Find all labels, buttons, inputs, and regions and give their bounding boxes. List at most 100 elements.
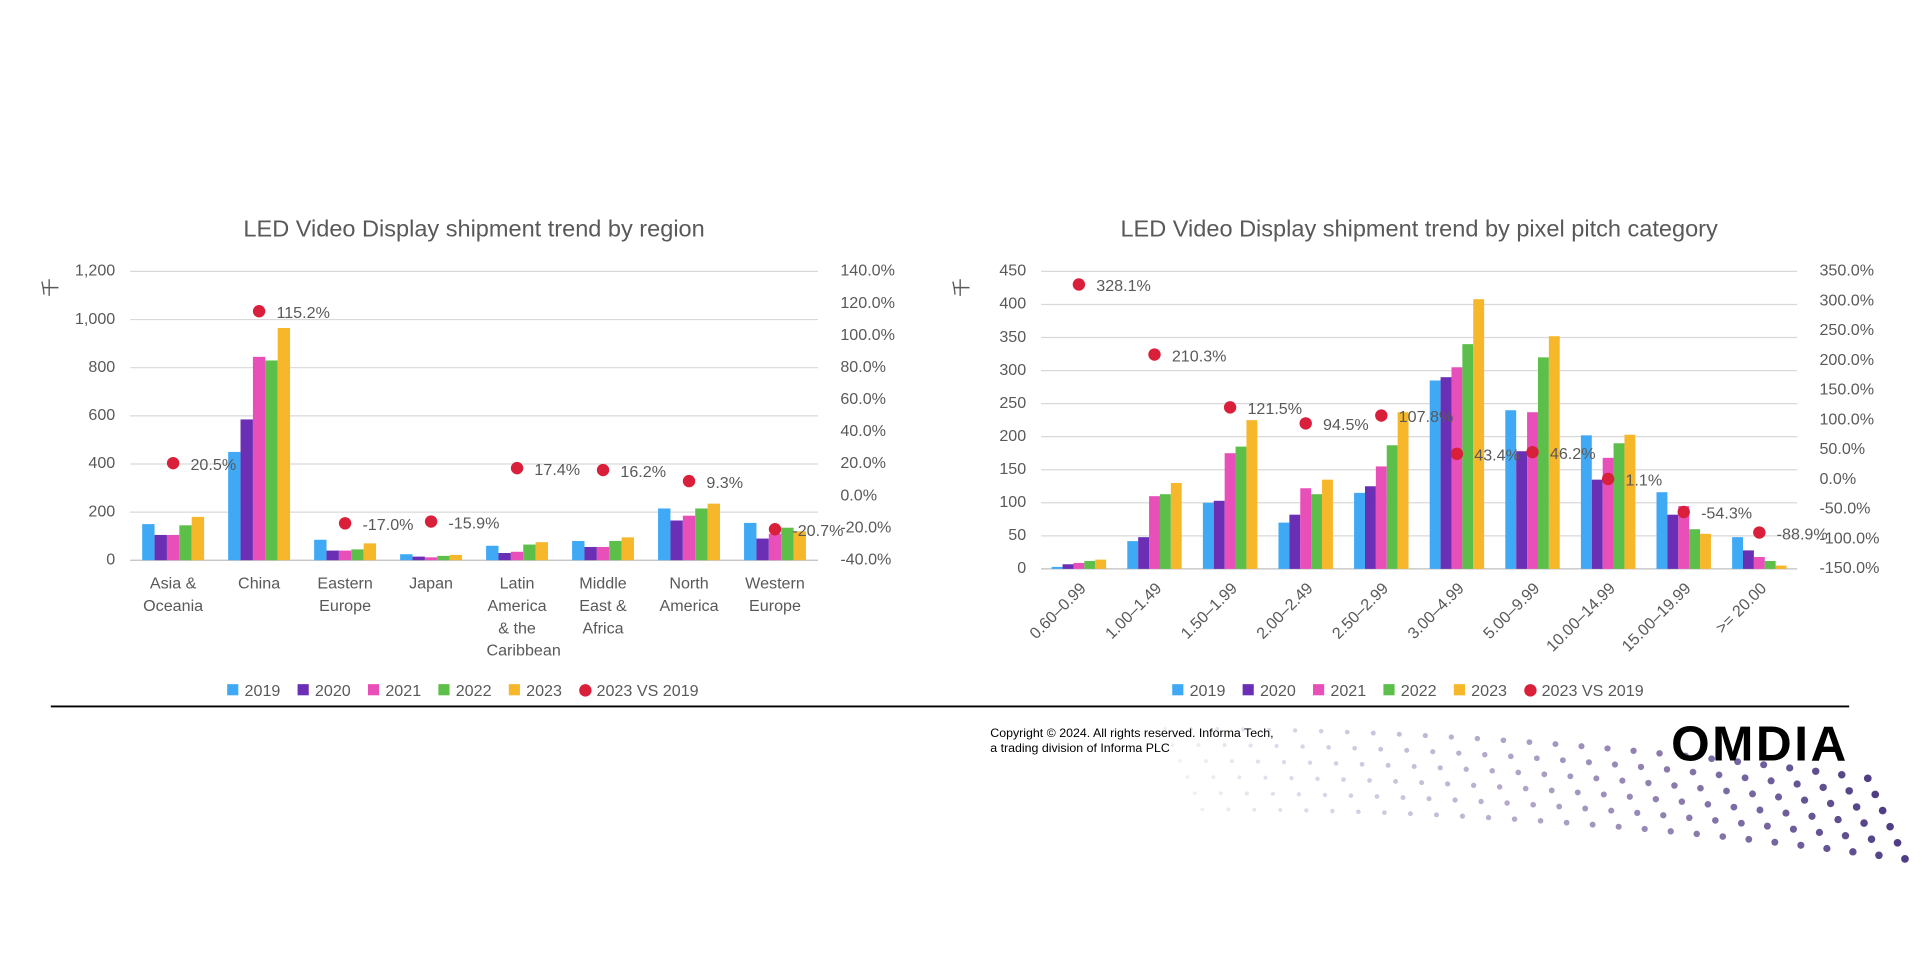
decoration-dot [1437,765,1443,771]
decoration-dot [1589,821,1596,828]
decoration-dot [1263,775,1268,780]
bar [424,557,438,561]
decoration-dot [1422,732,1428,739]
decoration-dot [1619,777,1626,784]
bar [707,503,720,561]
x-tick-label: 1.00–1.49 [1102,579,1165,642]
value-label: 43.4% [1474,447,1520,465]
bar [1742,550,1754,569]
legend-swatch [227,684,239,696]
decoration-dot [1396,731,1402,737]
dot [424,515,438,528]
value-label: 121.5% [1247,400,1302,418]
value-label: 94.5% [1323,416,1369,434]
decoration-dot [1244,791,1249,796]
bar [1289,514,1301,569]
decoration-dot [1504,800,1510,806]
decoration-dot [1719,833,1727,840]
decoration-dot [1834,815,1842,824]
decoration-dot [1634,809,1641,816]
bar [1753,556,1765,569]
content: Copyright © 2024. All rights reserved. I… [40,216,1909,863]
decoration-dot [1774,793,1783,801]
legend-label: 2023 [526,682,562,700]
bar [1224,453,1236,569]
decoration-dot [1533,755,1540,762]
decoration-dot [1886,822,1894,831]
x-tick-label-box: Eastern Europe [317,574,373,615]
bar [1732,537,1743,569]
decoration-dot [1867,835,1876,843]
bar [756,538,769,561]
legend-swatch [508,684,520,696]
legend-swatch [1383,684,1395,696]
bar [1095,559,1107,569]
decoration-dot [1470,782,1477,788]
bar [1354,492,1365,569]
bar [658,508,671,561]
decoration-dot [1333,761,1339,766]
decoration-dot [1841,832,1850,840]
copyright: Copyright © 2024. All rights reserved. I… [990,726,1273,740]
x-tick-label: 5.00–9.99 [1480,579,1543,642]
y-tick-label: 1,200 [75,262,115,280]
bar [510,551,524,561]
dot [166,456,180,470]
decoration-dot [1192,791,1197,796]
decoration-dot [1671,782,1678,789]
bar [1149,496,1160,569]
bar [744,522,757,561]
decoration-dot [1266,727,1272,733]
bar [1775,565,1787,569]
bar [1051,566,1063,569]
y2-tick-label: -100.0% [1819,529,1879,547]
decoration-dot [1330,808,1335,814]
decoration-dot [1500,737,1507,744]
bar [1246,420,1258,569]
dot [1148,348,1161,361]
bar [1580,435,1592,569]
decoration-dot [1559,757,1566,764]
decoration-dot [1315,776,1320,782]
dot [768,523,782,536]
decoration-dot [1537,818,1544,824]
decoration-dot [1782,809,1790,817]
decoration-dot [1411,763,1417,770]
decoration-dot [1289,776,1294,781]
decoration-dot [1307,760,1313,765]
decoration-dot [1326,745,1331,750]
y2-tick-label: 40.0% [840,422,886,440]
decoration-dot [1704,800,1712,808]
bar [1527,412,1538,569]
bar [1613,443,1625,569]
decoration-dot [1756,806,1764,814]
decoration-dot [1745,835,1753,843]
decoration-dot [1344,729,1350,735]
y-tick-label: 200 [88,502,115,520]
bar [1624,434,1636,569]
bar [1689,529,1701,569]
decoration-dot [1578,743,1585,750]
decoration-dot [1656,750,1663,757]
decoration-dot [1170,743,1175,747]
decoration-dot [1741,774,1749,782]
legend-swatch [579,684,592,697]
value-label: -88.9% [1777,525,1828,543]
decoration-dot [1222,743,1227,748]
decoration-dot [1185,775,1190,779]
dot [596,463,610,477]
bar [1505,410,1517,569]
legend-swatch [1313,684,1325,696]
dot [1450,447,1464,461]
x-tick-label-box: Japan [409,574,453,593]
bar [142,524,155,561]
value-label: 9.3% [706,474,743,492]
value-label: 17.4% [534,461,580,479]
bar [154,534,167,561]
y-tick-label: 450 [999,262,1026,280]
decoration-dot [1786,764,1794,772]
decoration-dot [1574,789,1581,796]
bar [338,550,352,561]
decoration-dot [1604,745,1611,752]
decoration-dot [1430,749,1436,755]
